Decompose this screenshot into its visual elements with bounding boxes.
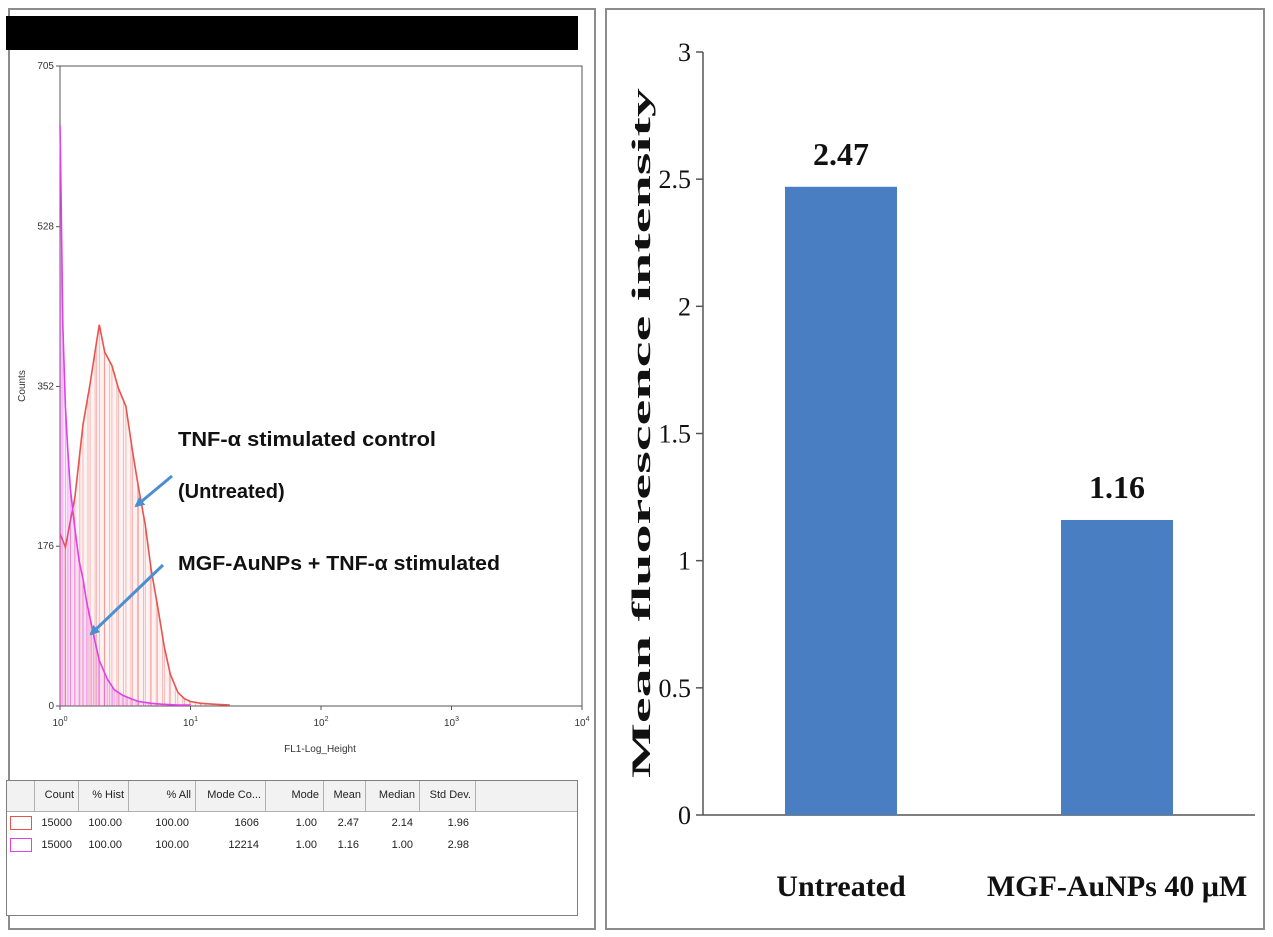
stats-cell: 2.47 <box>337 817 359 829</box>
stats-cell: 100.00 <box>88 817 122 829</box>
histogram-x-tick-label: 100 <box>52 716 67 729</box>
histogram-series-treated-fill <box>60 125 191 706</box>
stats-row[interactable]: 15000 100.00 100.00 12214 1.00 1.16 1.00 2.98 <box>7 834 577 856</box>
annotation-control-line1: TNF-α stimulated control <box>178 429 436 451</box>
stats-header-cell[interactable]: Mean <box>324 781 366 811</box>
stats-cell: 100.00 <box>88 839 122 851</box>
histogram-series-control-hatch <box>59 324 229 706</box>
stats-cell: 1.16 <box>337 839 359 851</box>
stats-cell: 1.00 <box>295 839 317 851</box>
series-color-swatch <box>10 838 32 852</box>
stats-cell: 1.00 <box>295 817 317 829</box>
histogram-plot-area <box>59 65 583 707</box>
statistics-table: Count% Hist% All Mode Co... Mode Mean Median… <box>6 780 578 916</box>
stats-cell: 100.00 <box>155 839 189 851</box>
histogram-x-tick-label: 103 <box>444 716 459 729</box>
histogram-chart: 0 176 352 528 705 100 101 102 103 104 Counts FL1… <box>17 61 590 755</box>
annotation-treated: MGF-AuNPs + TNF-α stimulated <box>178 553 500 575</box>
histogram-x-axis-label: FL1-Log_Height <box>284 744 356 755</box>
histogram-y-tick-label: 0 <box>48 701 54 712</box>
histogram-series-control-line <box>59 324 230 706</box>
histogram-y-tick-label: 176 <box>37 541 54 552</box>
stats-header-swatch-col <box>7 781 35 811</box>
stats-header-cell[interactable]: % Hist <box>79 781 129 811</box>
stats-header-cell[interactable]: Count <box>35 781 79 811</box>
histogram-series-control-fill <box>60 324 230 706</box>
annotation-control-line2: (Untreated) <box>178 481 285 503</box>
stats-cell: 15000 <box>41 817 72 829</box>
statistics-table-header: Count% Hist% All Mode Co... Mode Mean Median… <box>7 781 577 812</box>
stats-header-cell[interactable]: % All <box>129 781 196 811</box>
stats-cell: 1.00 <box>391 839 413 851</box>
stats-cell: 100.00 <box>155 817 189 829</box>
arrow-treated <box>89 563 165 636</box>
histogram-y-tick-label: 528 <box>37 222 54 233</box>
stats-cell: 1.96 <box>447 817 469 829</box>
stats-header-cell[interactable]: Mode <box>266 781 324 811</box>
stats-cell: 2.14 <box>391 817 413 829</box>
arrow-control <box>134 474 173 508</box>
histogram-x-tick-label: 102 <box>313 716 328 729</box>
stats-row[interactable]: 15000 100.00 100.00 1606 1.00 2.47 2.14 1.96 <box>7 812 577 834</box>
stats-header-cell[interactable]: Median <box>366 781 420 811</box>
histogram-x-tick-label: 104 <box>574 716 589 729</box>
stats-cell: 12214 <box>228 839 259 851</box>
histogram-y-tick-label: 705 <box>37 61 54 72</box>
histogram-x-tick-label: 101 <box>183 716 198 729</box>
statistics-table-body: 15000 100.00 100.00 1606 1.00 2.47 2.14 1.96 150… <box>7 812 577 856</box>
series-color-swatch <box>10 816 32 830</box>
stats-cell: 1606 <box>234 817 259 829</box>
histogram-y-tick-label: 352 <box>37 381 54 392</box>
histogram-title-bar <box>6 16 578 50</box>
bar-chart-panel <box>605 8 1265 930</box>
stats-header-cell[interactable]: Mode Co... <box>196 781 266 811</box>
stats-cell: 2.98 <box>447 839 469 851</box>
histogram-y-axis-label: Counts <box>17 370 28 402</box>
histogram-series-treated-hatch <box>59 125 189 706</box>
stats-cell: 15000 <box>41 839 72 851</box>
stats-header-cell[interactable]: Std Dev. <box>420 781 476 811</box>
